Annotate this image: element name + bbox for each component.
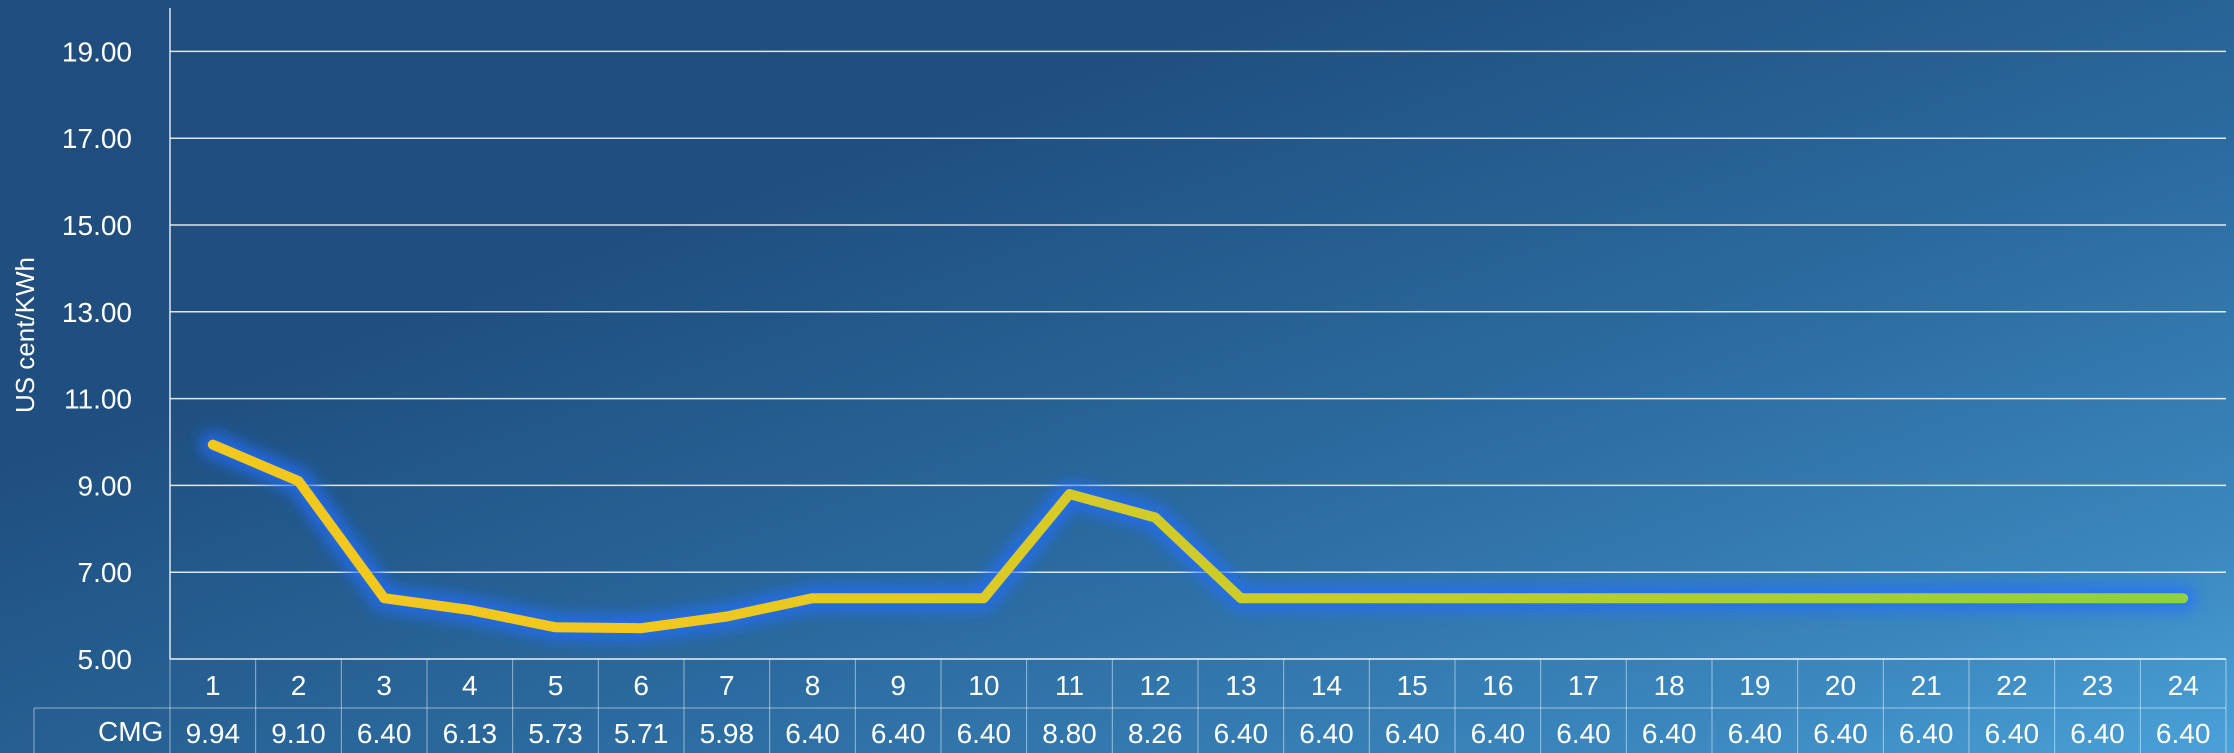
data-value-label: 6.13 [443,718,498,749]
x-tick-label: 1 [205,670,221,701]
x-tick-label: 17 [1568,670,1599,701]
x-tick-label: 11 [1055,670,1084,701]
y-tick-label: 9.00 [78,470,133,501]
data-value-label: 6.40 [1214,718,1269,749]
x-tick-label: 9 [890,670,906,701]
x-tick-label: 16 [1482,670,1513,701]
data-value-label: 9.94 [186,718,241,749]
data-value-label: 6.40 [2156,718,2211,749]
x-tick-label: 23 [2082,670,2113,701]
y-tick-label: 13.00 [62,297,132,328]
x-tick-label: 2 [291,670,307,701]
data-value-label: 6.40 [1471,718,1526,749]
x-tick-label: 3 [376,670,392,701]
data-value-label: 6.40 [1899,718,1954,749]
data-value-label: 8.80 [1042,718,1097,749]
data-value-label: 6.40 [1642,718,1697,749]
data-value-label: 6.40 [357,718,412,749]
series-cmg [199,431,2197,642]
data-value-label: 6.40 [785,718,840,749]
y-tick-label: 17.00 [62,123,132,154]
legend-label: CMG [98,716,163,747]
data-value-label: 6.40 [1728,718,1783,749]
data-value-label: 6.40 [1813,718,1868,749]
x-tick-label: 14 [1311,670,1342,701]
data-value-label: 5.71 [614,718,669,749]
x-tick-label: 5 [548,670,564,701]
x-tick-label: 20 [1825,670,1856,701]
y-axis-title: US cent/KWh [10,257,40,413]
series-line [207,439,2189,634]
x-tick-label: 22 [1996,670,2027,701]
data-value-label: 8.26 [1128,718,1183,749]
y-tick-label: 7.00 [78,557,133,588]
x-tick-label: 8 [805,670,821,701]
data-value-label: 6.40 [2070,718,2125,749]
data-value-label: 5.98 [700,718,755,749]
x-tick-label: 19 [1739,670,1770,701]
y-tick-label: 15.00 [62,210,132,241]
x-tick-label: 18 [1654,670,1685,701]
x-tick-label: 10 [968,670,999,701]
data-table: 1 2 3 4 5 6 7 8 9 10 11 12 13 14 15 16 17 18 19 20 21 22 23 24C… [33,658,2227,753]
x-tick-label: 21 [1911,670,1942,701]
data-value-label: 9.10 [271,718,326,749]
y-tick-label: 11.00 [64,384,132,415]
x-tick-label: 12 [1140,670,1171,701]
y-axis: 5.00 7.00 9.00 11.00 13.00 15.00 17.00 19.00 [62,36,132,675]
data-value-label: 6.40 [1985,718,2040,749]
y-tick-label: 5.00 [78,644,133,675]
x-tick-label: 7 [719,670,735,701]
data-value-label: 5.73 [528,718,583,749]
x-tick-label: 15 [1397,670,1428,701]
data-value-label: 6.40 [1299,718,1354,749]
x-tick-label: 4 [462,670,478,701]
x-tick-label: 13 [1225,670,1256,701]
x-tick-label: 24 [2168,670,2199,701]
data-value-label: 6.40 [1385,718,1440,749]
data-value-label: 6.40 [871,718,926,749]
data-value-label: 6.40 [957,718,1012,749]
y-tick-label: 19.00 [62,36,132,67]
data-value-label: 6.40 [1556,718,1611,749]
x-tick-label: 6 [633,670,649,701]
